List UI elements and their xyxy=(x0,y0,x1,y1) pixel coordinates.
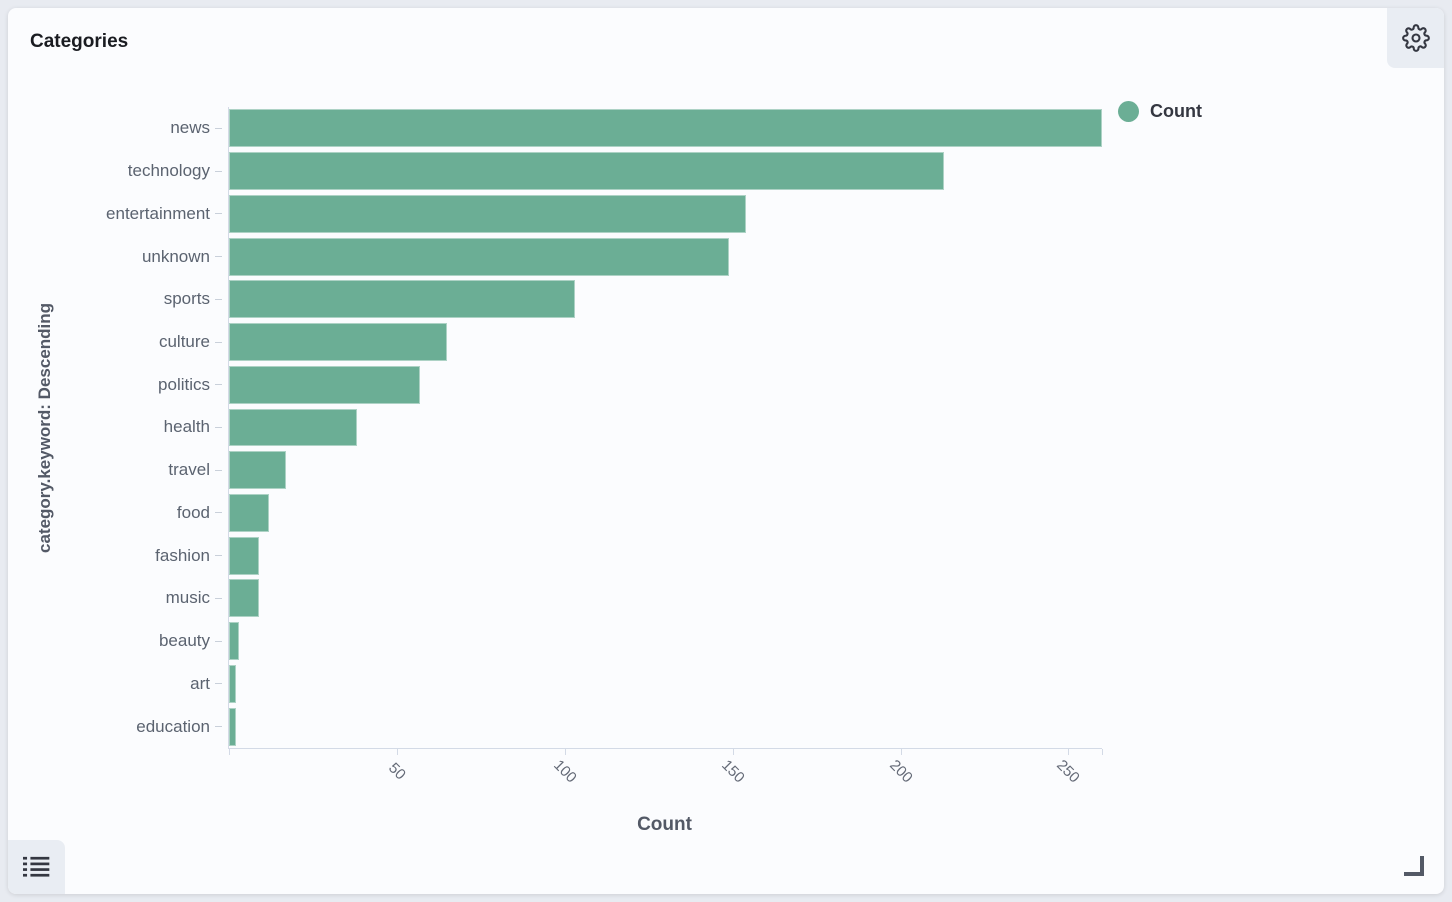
x-tick-mark xyxy=(900,749,902,755)
bar-culture[interactable] xyxy=(229,323,448,361)
y-axis-label: unknown xyxy=(141,246,210,266)
y-axis-label: technology xyxy=(127,161,210,181)
y-tick-mark xyxy=(215,726,222,728)
y-axis-label: beauty xyxy=(158,631,210,651)
gear-icon xyxy=(1401,24,1430,52)
y-axis-labels: news technology entertainment unknown sports… xyxy=(8,107,222,748)
y-axis-label: music xyxy=(165,588,210,608)
y-tick-mark xyxy=(215,512,222,514)
y-axis-label: education xyxy=(136,716,210,736)
bar-food[interactable] xyxy=(229,494,270,532)
y-tick-mark xyxy=(215,469,222,471)
bar-travel[interactable] xyxy=(229,451,287,490)
x-tick-label: 150 xyxy=(717,756,748,787)
y-tick-mark xyxy=(215,384,222,386)
y-axis-label: health xyxy=(163,417,210,437)
legend: Count xyxy=(1118,101,1202,122)
y-axis-label: culture xyxy=(158,332,210,352)
x-tick-label: 250 xyxy=(1053,756,1084,787)
y-axis-label: food xyxy=(176,502,210,522)
bar-beauty[interactable] xyxy=(229,622,240,661)
list-icon xyxy=(23,856,50,877)
bar-art[interactable] xyxy=(229,664,236,703)
x-tick-label: 50 xyxy=(384,759,409,784)
y-tick-mark xyxy=(215,298,222,300)
bar-fashion[interactable] xyxy=(229,536,260,575)
resize-handle[interactable] xyxy=(1404,856,1426,878)
legend-color-dot xyxy=(1118,101,1139,122)
bar-news[interactable] xyxy=(229,109,1102,148)
visualization-panel: Categories category.keyword: Descending … xyxy=(8,8,1444,894)
y-axis-label: politics xyxy=(158,374,210,394)
y-tick-mark xyxy=(215,683,222,685)
x-tick-mark xyxy=(564,749,566,755)
y-tick-mark xyxy=(215,256,222,258)
bar-politics[interactable] xyxy=(229,365,421,404)
y-tick-mark xyxy=(215,555,222,557)
x-tick-mark xyxy=(1102,749,1103,755)
y-axis-label: news xyxy=(170,118,210,138)
x-tick-mark xyxy=(732,749,734,755)
legend-item-count[interactable]: Count xyxy=(1118,101,1202,122)
bar-sports[interactable] xyxy=(229,280,575,319)
x-tick-label: 100 xyxy=(549,756,580,787)
plot-area: 50 100 150 200 250 xyxy=(228,107,1103,786)
y-axis-label: fashion xyxy=(155,545,210,565)
corner-resize-icon xyxy=(1404,856,1424,876)
y-axis-label: travel xyxy=(168,460,210,480)
bar-education[interactable] xyxy=(229,707,236,746)
legend-toggle-button[interactable] xyxy=(8,840,65,894)
y-tick-mark xyxy=(215,127,222,129)
y-axis-label: art xyxy=(190,673,210,693)
panel-title: Categories xyxy=(30,31,129,52)
bar-entertainment[interactable] xyxy=(229,194,747,233)
y-tick-mark xyxy=(215,597,222,599)
panel-settings-button[interactable] xyxy=(1387,8,1444,68)
x-tick-mark xyxy=(229,749,230,755)
y-tick-mark xyxy=(215,170,222,172)
y-tick-mark xyxy=(215,640,222,642)
x-tick-mark xyxy=(396,749,398,755)
bar-technology[interactable] xyxy=(229,152,945,191)
y-axis-label: entertainment xyxy=(106,203,210,223)
y-axis-label: sports xyxy=(163,289,210,309)
bar-music[interactable] xyxy=(229,579,260,618)
bar-health[interactable] xyxy=(229,408,357,447)
y-tick-mark xyxy=(215,213,222,215)
legend-label: Count xyxy=(1150,101,1202,121)
y-tick-mark xyxy=(215,341,222,343)
y-tick-mark xyxy=(215,426,222,428)
bar-unknown[interactable] xyxy=(229,237,730,276)
x-tick-label: 200 xyxy=(885,756,916,787)
x-axis-title: Count xyxy=(637,814,692,835)
x-tick-mark xyxy=(1068,749,1070,755)
